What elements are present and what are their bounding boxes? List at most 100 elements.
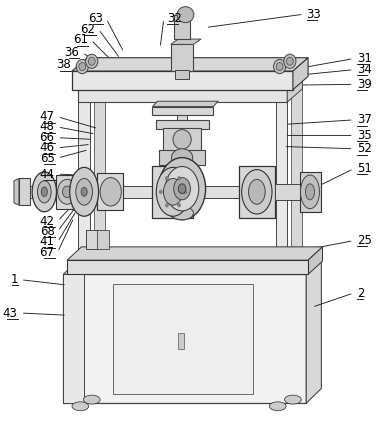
Bar: [86, 230, 101, 249]
Text: 42: 42: [40, 214, 55, 228]
Ellipse shape: [270, 402, 286, 411]
Bar: [177, 110, 187, 182]
Bar: [291, 75, 302, 261]
Bar: [276, 88, 287, 274]
Bar: [156, 120, 209, 129]
Text: 67: 67: [40, 246, 55, 259]
Polygon shape: [152, 101, 218, 107]
Ellipse shape: [171, 206, 194, 220]
Ellipse shape: [284, 54, 296, 68]
Polygon shape: [78, 75, 302, 88]
Ellipse shape: [242, 170, 272, 214]
Text: 36: 36: [65, 46, 79, 59]
Ellipse shape: [166, 177, 169, 180]
Ellipse shape: [58, 179, 76, 204]
Ellipse shape: [100, 178, 121, 206]
Bar: [94, 75, 105, 261]
Bar: [94, 251, 302, 261]
Ellipse shape: [41, 187, 47, 197]
Ellipse shape: [184, 190, 187, 194]
Text: 48: 48: [40, 120, 55, 134]
Text: 25: 25: [357, 234, 372, 247]
Ellipse shape: [172, 149, 193, 166]
Bar: [63, 274, 84, 403]
Bar: [94, 75, 302, 89]
Polygon shape: [67, 247, 323, 260]
Bar: [159, 150, 205, 165]
Bar: [63, 274, 306, 403]
Ellipse shape: [32, 172, 56, 212]
Bar: [171, 44, 194, 71]
Text: 47: 47: [40, 110, 55, 123]
Ellipse shape: [177, 7, 194, 23]
Polygon shape: [171, 39, 201, 44]
Bar: [177, 186, 187, 213]
Ellipse shape: [285, 395, 301, 404]
Text: 52: 52: [357, 142, 372, 155]
Ellipse shape: [81, 187, 87, 196]
Ellipse shape: [83, 395, 100, 404]
Bar: [178, 333, 184, 349]
Text: 62: 62: [81, 23, 96, 36]
Text: 31: 31: [357, 52, 372, 65]
Ellipse shape: [178, 184, 186, 194]
Ellipse shape: [159, 158, 205, 220]
Text: 41: 41: [40, 235, 55, 249]
Polygon shape: [78, 250, 302, 263]
Ellipse shape: [276, 63, 283, 71]
Ellipse shape: [174, 178, 190, 200]
Ellipse shape: [173, 130, 191, 149]
Text: 51: 51: [357, 162, 372, 175]
Text: 35: 35: [357, 129, 371, 142]
Text: 68: 68: [40, 225, 55, 238]
Bar: [78, 88, 90, 274]
Text: 63: 63: [88, 12, 103, 25]
Text: 34: 34: [357, 63, 372, 76]
Text: 2: 2: [357, 286, 364, 300]
Bar: [56, 175, 78, 209]
Text: 39: 39: [357, 78, 372, 91]
Bar: [67, 260, 308, 274]
Bar: [98, 230, 109, 249]
Ellipse shape: [159, 190, 162, 194]
Text: 33: 33: [306, 8, 321, 21]
Polygon shape: [63, 260, 321, 274]
Ellipse shape: [248, 179, 265, 204]
Bar: [239, 166, 275, 218]
Text: 66: 66: [40, 131, 55, 144]
Bar: [27, 186, 280, 198]
Text: 61: 61: [73, 33, 88, 47]
Bar: [174, 15, 190, 39]
Polygon shape: [306, 260, 321, 403]
Polygon shape: [72, 58, 308, 71]
Ellipse shape: [156, 167, 190, 216]
Text: 43: 43: [3, 306, 18, 320]
Ellipse shape: [286, 57, 293, 65]
Bar: [72, 71, 293, 90]
Bar: [78, 263, 287, 274]
Ellipse shape: [305, 184, 314, 200]
Ellipse shape: [38, 181, 51, 203]
Ellipse shape: [301, 175, 319, 209]
Polygon shape: [308, 247, 323, 274]
Bar: [98, 173, 123, 210]
Ellipse shape: [76, 178, 93, 205]
Ellipse shape: [70, 167, 99, 216]
Text: 44: 44: [40, 167, 55, 181]
Ellipse shape: [166, 203, 169, 207]
Text: 37: 37: [357, 113, 372, 127]
Text: 32: 32: [167, 12, 182, 25]
Ellipse shape: [76, 59, 88, 74]
Ellipse shape: [164, 178, 182, 205]
Text: 38: 38: [56, 58, 71, 71]
Text: 46: 46: [40, 141, 55, 155]
Ellipse shape: [273, 59, 286, 74]
Ellipse shape: [86, 54, 98, 68]
Ellipse shape: [79, 63, 86, 71]
Text: 65: 65: [40, 151, 55, 165]
Bar: [78, 88, 287, 102]
Bar: [275, 184, 300, 200]
Ellipse shape: [88, 57, 95, 65]
Polygon shape: [293, 58, 308, 90]
Ellipse shape: [63, 186, 72, 198]
